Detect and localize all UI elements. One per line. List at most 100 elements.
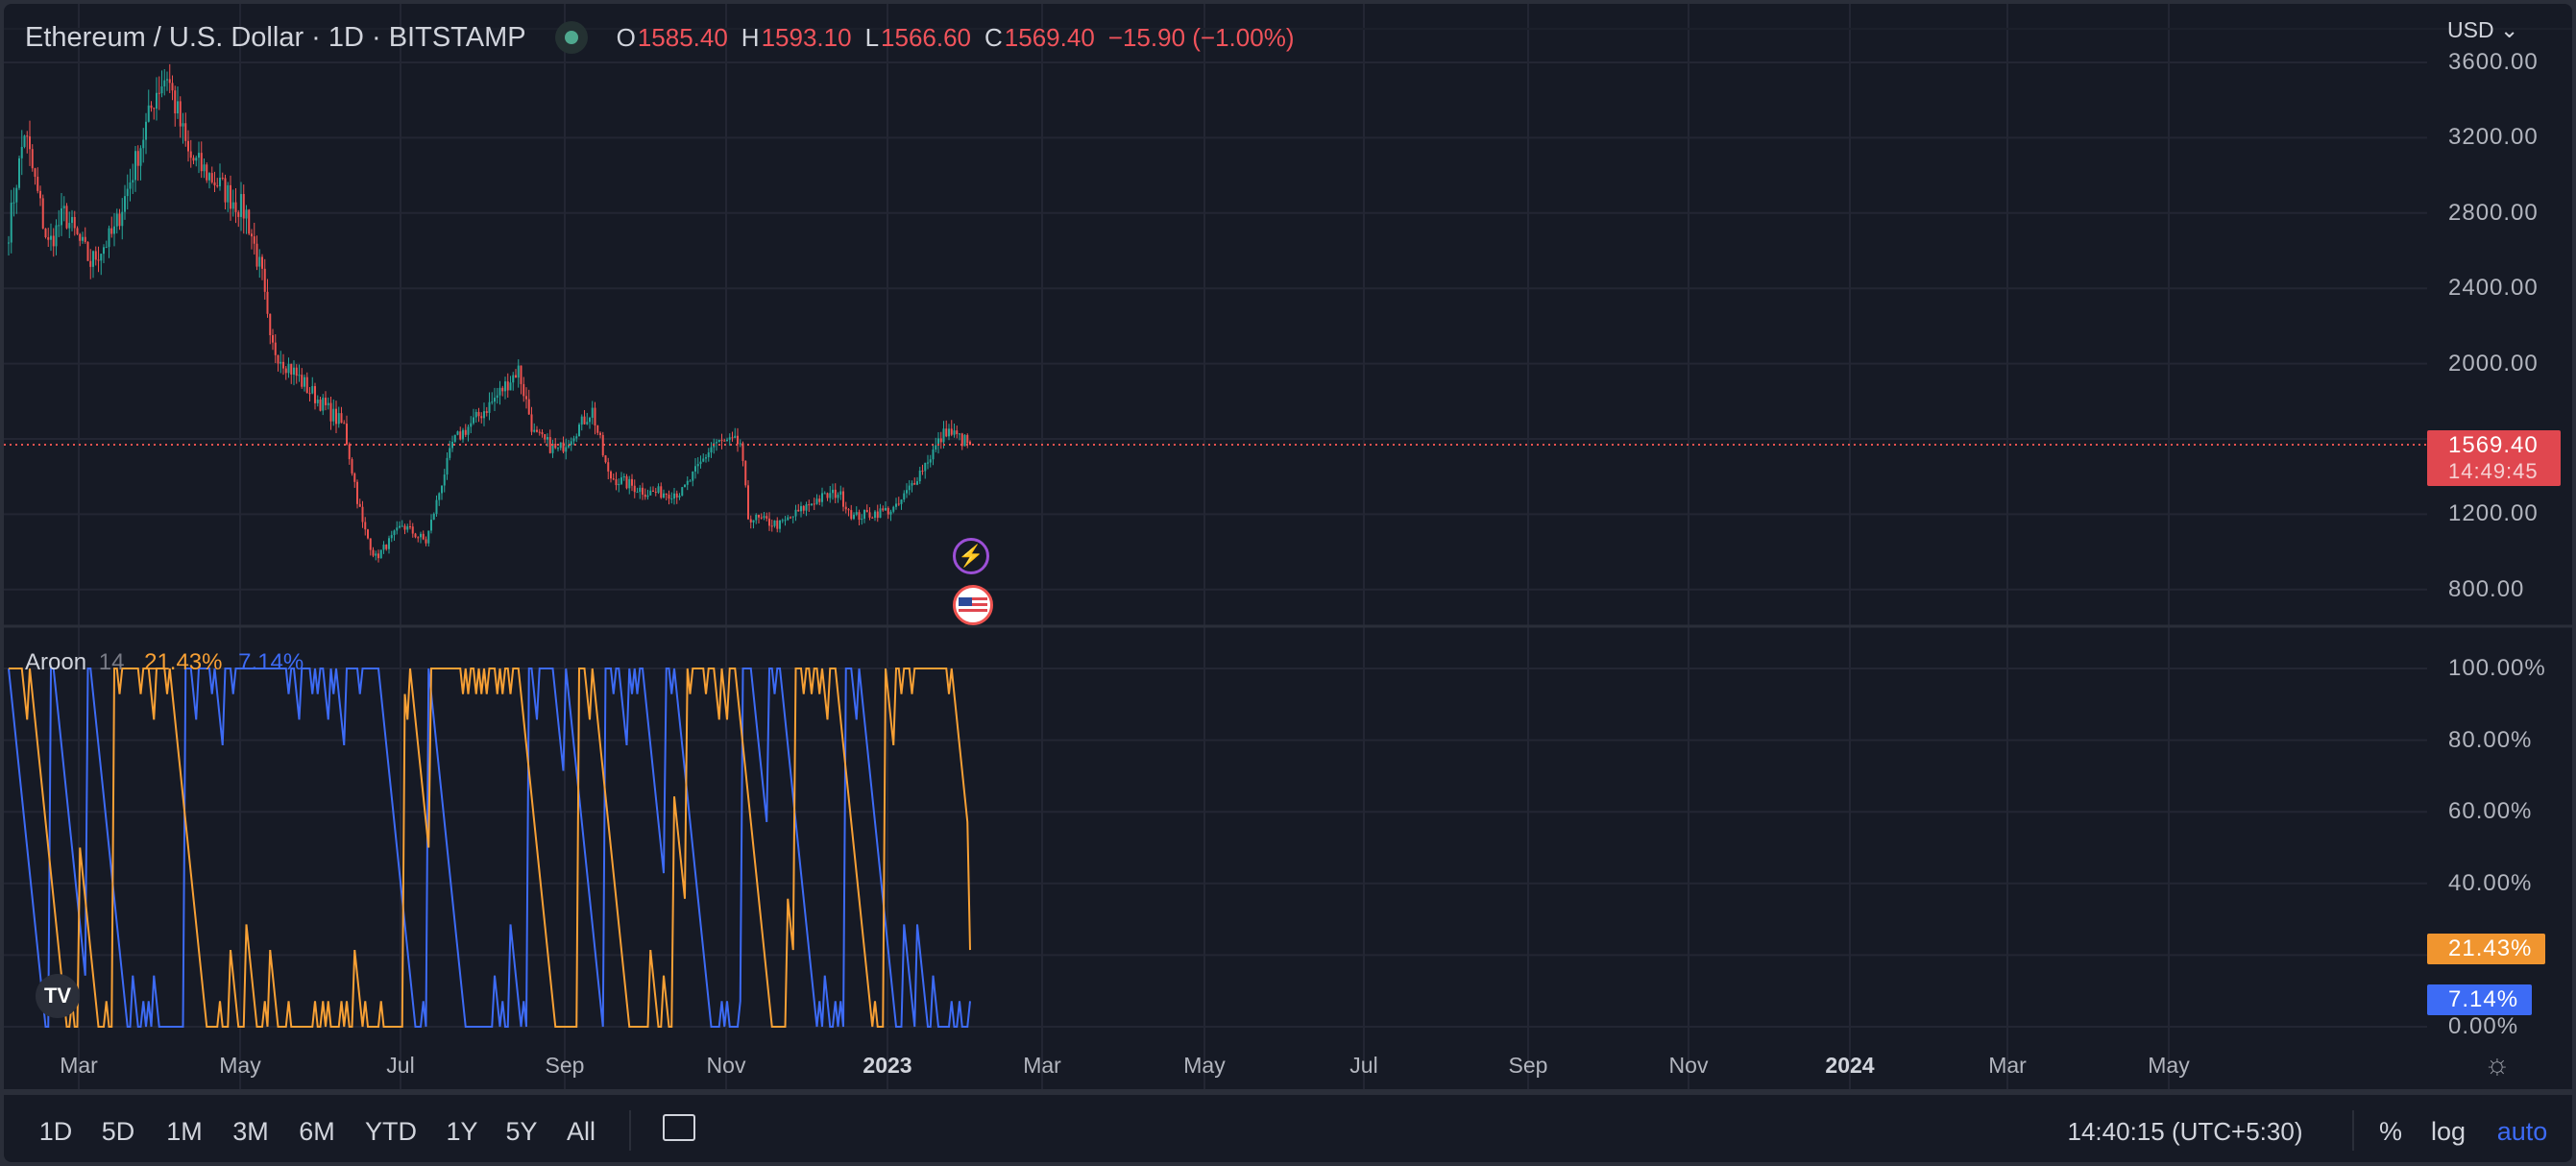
chart-canvas[interactable] — [4, 4, 2572, 1162]
date-range-calendar-icon[interactable] — [663, 1114, 695, 1141]
candle-body — [837, 495, 839, 498]
percent-scale-toggle[interactable]: % — [2378, 1117, 2403, 1146]
candle-body — [84, 236, 86, 242]
lightning-event-icon[interactable]: ⚡ — [953, 538, 989, 574]
candle-body — [829, 493, 832, 498]
candle-body — [208, 173, 210, 181]
log-scale-toggle[interactable]: log — [2430, 1117, 2467, 1146]
candle-body — [293, 367, 295, 376]
candle-body — [295, 367, 298, 377]
settings-gear-icon[interactable]: ☼ — [2484, 1049, 2511, 1081]
change-value: −15.90 (−1.00%) — [1107, 22, 1295, 52]
candle-body — [811, 503, 813, 505]
candle-body — [367, 529, 369, 539]
candle-body — [660, 486, 663, 498]
candle-body — [44, 228, 47, 237]
candle-body — [900, 499, 903, 504]
candle-body — [464, 429, 467, 435]
symbol-title[interactable]: Ethereum / U.S. Dollar · 1D · BITSTAMP — [25, 21, 526, 53]
candle-body — [73, 216, 76, 229]
candle-body — [12, 202, 15, 204]
candle-body — [221, 178, 224, 180]
candle-body — [18, 158, 20, 188]
range-button-5y[interactable]: 5Y — [505, 1117, 538, 1146]
candle-body — [305, 377, 308, 394]
candle-body — [343, 423, 346, 425]
candle-body — [599, 432, 601, 435]
candle-body — [562, 442, 565, 452]
candle-body — [134, 151, 136, 181]
candle-body — [459, 431, 462, 440]
candle-body — [304, 377, 305, 387]
candle-body — [68, 223, 71, 229]
candle-body — [473, 417, 474, 424]
candle-body — [369, 538, 372, 550]
candle-body — [572, 438, 575, 442]
candle-body — [52, 235, 55, 247]
time-axis-label: Jul — [386, 1053, 415, 1078]
clock-timezone[interactable]: 14:40:15 (UTC+5:30) — [2067, 1117, 2303, 1146]
range-button-3m[interactable]: 3M — [232, 1117, 269, 1146]
currency-selector[interactable]: USD ⌄ — [2447, 17, 2518, 43]
candle-body — [485, 411, 488, 413]
candle-body — [113, 226, 115, 234]
range-button-all[interactable]: All — [566, 1117, 596, 1146]
candle-body — [942, 428, 945, 443]
price-axis-label: 2800.00 — [2448, 199, 2539, 226]
market-status-icon[interactable] — [554, 21, 588, 54]
candle-body — [646, 495, 649, 498]
candle-body — [897, 503, 900, 505]
candle-body — [36, 177, 39, 191]
aroon-up-badge: 21.43% — [2427, 934, 2545, 964]
candle-body — [403, 525, 406, 530]
candle-body — [826, 493, 829, 498]
range-button-1m[interactable]: 1M — [166, 1117, 203, 1146]
candle-body — [420, 533, 422, 538]
candle-body — [308, 393, 311, 395]
time-axis-label: Jul — [1349, 1053, 1378, 1078]
candle-body — [269, 313, 272, 336]
candle-body — [594, 407, 596, 426]
candle-body — [388, 538, 390, 549]
candle-body — [533, 429, 536, 432]
candle-body — [694, 466, 696, 472]
range-button-6m[interactable]: 6M — [299, 1117, 335, 1146]
candle-body — [139, 148, 142, 166]
us-flag-event-icon[interactable] — [953, 585, 993, 625]
candle-body — [179, 101, 182, 127]
candle-body — [612, 478, 615, 480]
legend-header: Ethereum / U.S. Dollar · 1D · BITSTAMP O… — [25, 21, 1307, 54]
candle-body — [430, 520, 432, 531]
candle-body — [610, 471, 612, 479]
candle-body — [908, 485, 911, 491]
candle-body — [580, 416, 583, 425]
candle-body — [768, 518, 770, 526]
candle-body — [237, 211, 240, 217]
candle-body — [752, 520, 755, 522]
candle-body — [150, 105, 153, 109]
candle-body — [206, 164, 208, 181]
candle-body — [720, 439, 723, 441]
range-button-5d[interactable]: 5D — [101, 1117, 135, 1146]
range-button-1y[interactable]: 1Y — [446, 1117, 478, 1146]
candle-body — [245, 209, 248, 219]
candle-body — [675, 493, 678, 498]
candle-body — [541, 432, 544, 435]
time-axis-label: Mar — [1023, 1053, 1061, 1078]
candle-body — [446, 457, 449, 475]
range-button-1d[interactable]: 1D — [38, 1117, 73, 1146]
aroon-legend[interactable]: Aroon 14 21.43% 7.14% — [25, 649, 304, 676]
candle-body — [929, 459, 932, 463]
candle-body — [784, 520, 787, 522]
auto-scale-toggle[interactable]: auto — [2496, 1117, 2548, 1146]
candle-body — [142, 139, 145, 149]
aroon-axis-label: 80.00% — [2448, 726, 2533, 753]
candle-body — [474, 411, 477, 418]
range-button-ytd[interactable]: YTD — [365, 1117, 417, 1146]
candle-body — [422, 533, 425, 540]
tradingview-logo-icon[interactable]: TV — [36, 974, 80, 1018]
candle-body — [118, 213, 121, 227]
candle-body — [707, 452, 710, 458]
candle-body — [298, 375, 301, 377]
candle-body — [839, 491, 842, 496]
